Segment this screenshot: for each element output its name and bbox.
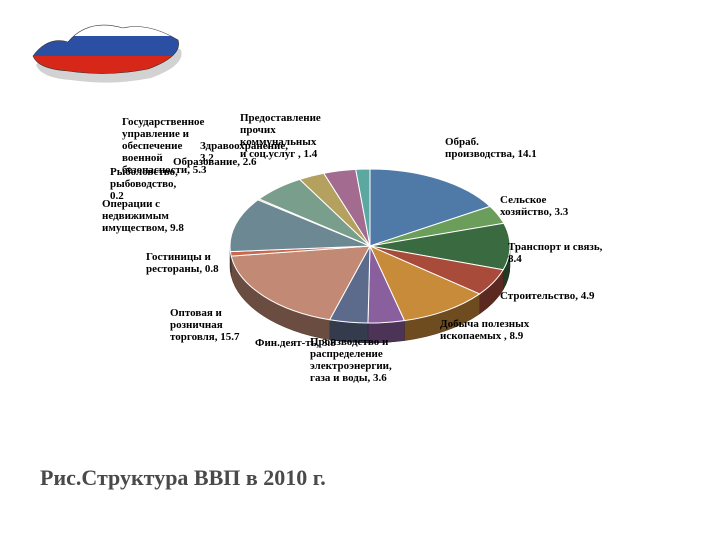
slice-label: Транспорт и связь, 8.4 — [508, 241, 602, 265]
slice-label: Сельское хозяйство, 3.3 — [500, 194, 568, 218]
russia-logo — [28, 4, 188, 94]
slice-label: Фин.деят-ть, 3.8 — [255, 337, 336, 349]
slice-label: Добыча полезных ископаемых , 8.9 — [440, 318, 529, 342]
slice-label: Строительство, 4.9 — [500, 290, 594, 302]
slice-label: Операции с недвижимым имуществом, 9.8 — [102, 198, 184, 234]
stage: Обраб. производства, 14.1 Сельское хозяйс… — [0, 0, 720, 540]
slice-label: Гостиницы и рестораны, 0.8 — [146, 251, 219, 275]
slice-label: Предоставление прочих коммунальных и соц… — [240, 112, 321, 160]
figure-caption: Рис.Структура ВВП в 2010 г. — [40, 465, 326, 491]
flag-stripe-blue — [28, 36, 188, 56]
slice-label: Оптовая и розничная торговля, 15.7 — [170, 307, 240, 343]
slice-label: Обраб. производства, 14.1 — [445, 136, 537, 160]
